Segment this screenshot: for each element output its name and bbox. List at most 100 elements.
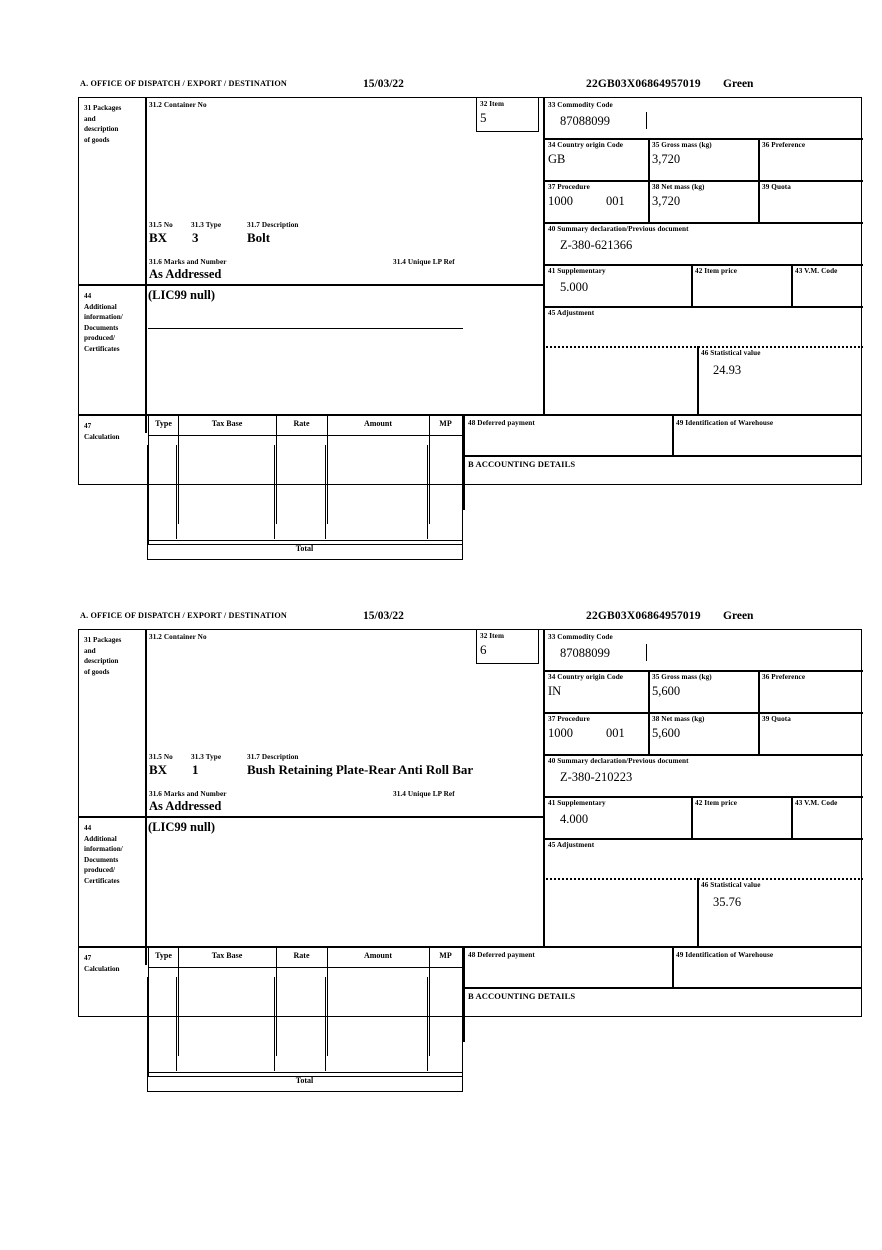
- box-35-gross-mass-value: 3,720: [652, 152, 681, 166]
- box-41-42-divider-2: [691, 796, 693, 838]
- calc-header-tax-base: Tax Base: [211, 419, 243, 428]
- box-45-46-dotted-region: [543, 346, 863, 414]
- form-body: 31 Packages and description of goods 31.…: [78, 97, 863, 545]
- box-49-warehouse-label-2: 49 Identification of Warehouse: [676, 951, 774, 959]
- box-35-gross-mass-label-2: 35 Gross mass (kg): [652, 673, 712, 681]
- box-45-adjustment-label: 45 Adjustment: [548, 309, 595, 317]
- box-46-left-divider-2: [697, 878, 699, 946]
- box-37-bottom-divider-2: [543, 754, 863, 756]
- box-34-bottom-divider: [543, 180, 863, 182]
- box-33-commodity-code-label-2: 33 Commodity Code: [548, 633, 613, 641]
- form-header-2: A. OFFICE OF DISPATCH / EXPORT / DESTINA…: [78, 610, 862, 629]
- box-44-label-2: 44 Additional information/ Documents pro…: [81, 820, 150, 886]
- box-31-7-description-label: 31.7 Description: [247, 221, 299, 229]
- box-32-item: 32 Item 5: [476, 98, 539, 132]
- calc-total-divider-placeholder: [148, 328, 463, 330]
- declaration-copy-colour: Green: [723, 78, 754, 90]
- box-37-procedure-value-2: 1000: [548, 726, 573, 740]
- calc-header-tax-base-2: Tax Base: [211, 951, 243, 960]
- box-44-label-line-1: 44: [84, 292, 92, 300]
- right-panel-divider: [543, 98, 545, 414]
- box-40-previous-document-label-2: 40 Summary declaration/Previous document: [548, 757, 689, 765]
- box-41-supplementary-value: 5.000: [560, 280, 589, 294]
- calc-row-divider-2-4: [427, 977, 429, 1071]
- calc-col-divider-2-3: [327, 948, 329, 1056]
- calc-row-divider-1-3: [325, 445, 327, 539]
- declaration-copy-colour-2: Green: [723, 610, 754, 622]
- box-48-bottom-divider-2: [463, 987, 861, 989]
- box-43-vm-code-label-2: 43 V.M. Code: [795, 799, 838, 807]
- box-44-label-line-3: information/: [84, 313, 123, 321]
- box-42-43-divider-2: [791, 796, 793, 838]
- box-31-bottom-divider-2: [79, 816, 543, 818]
- right-panel-divider-2: [543, 630, 545, 946]
- box-47-label-line-1: 47: [84, 422, 92, 430]
- box-31-label-2-line-4: of goods: [84, 667, 110, 676]
- box-33-commodity-code-value-2: 87088099: [560, 646, 610, 660]
- box-31-2-container-no-label: 31.2 Container No: [149, 101, 207, 109]
- box-47-top-divider: [79, 414, 861, 416]
- calc-rows-body-1: [147, 445, 463, 541]
- box-38-net-mass-value-2: 5,600: [652, 726, 681, 740]
- calc-header-divider-2: [149, 967, 462, 969]
- box-35-36-divider-2: [758, 670, 760, 712]
- box-48-49-divider-2: [672, 947, 674, 987]
- box-31-label-2: 31 Packages and description of goods: [81, 632, 150, 677]
- calc-header-mp: MP: [439, 419, 452, 428]
- box-49-warehouse-label: 49 Identification of Warehouse: [676, 419, 774, 427]
- office-of-dispatch-label-2: A. OFFICE OF DISPATCH / EXPORT / DESTINA…: [80, 611, 287, 620]
- box-34-country-origin-label-2: 34 Country origin Code: [548, 673, 624, 681]
- box-35-gross-mass-label: 35 Gross mass (kg): [652, 141, 712, 149]
- box-31-3-type-label-2: 31.3 Type: [191, 753, 222, 761]
- box-47-top-divider-2: [79, 946, 861, 948]
- box-44-label-2-line-1: 44: [84, 824, 92, 832]
- box-33-inner-tick-2: [646, 644, 648, 661]
- calc-col-divider-2-2: [276, 948, 278, 1056]
- box-42-item-price-label-2: 42 Item price: [695, 799, 738, 807]
- box-31-3-type-value-2: 1: [192, 762, 199, 777]
- box-31-label-line-3: description: [84, 125, 119, 133]
- box-40-bottom-divider-2: [543, 796, 863, 798]
- box-38-39-divider: [758, 180, 760, 222]
- calc-header-rate: Rate: [293, 419, 310, 428]
- box-48-bottom-divider: [463, 455, 861, 457]
- box-38-net-mass-value: 3,720: [652, 194, 681, 208]
- box-42-43-divider: [791, 264, 793, 306]
- calc-col-divider-4: [429, 416, 431, 524]
- box-31-5-no-label: 31.5 No: [149, 221, 173, 229]
- declaration-form-item-6: A. OFFICE OF DISPATCH / EXPORT / DESTINA…: [78, 610, 863, 1077]
- calc-col-divider-2: [276, 416, 278, 524]
- calc-col-divider-2-4: [429, 948, 431, 1056]
- box-38-39-divider-2: [758, 712, 760, 754]
- label-column-divider-2: [145, 630, 147, 965]
- box-32-item-value: 5: [480, 110, 487, 125]
- box-31-7-description-value: Bolt: [247, 230, 271, 245]
- calc-rows-body-2: [147, 977, 463, 1073]
- box-31-label: 31 Packages and description of goods: [81, 100, 150, 145]
- box-34-country-origin-value-2: IN: [548, 684, 562, 698]
- box-31-4-unique-lp-ref-label-2: 31.4 Unique LP Ref: [393, 790, 455, 798]
- box-47-label-2-line-1: 47: [84, 954, 92, 962]
- calc-col-divider-1: [178, 416, 180, 524]
- box-45-46-dotted-region-2: [543, 878, 863, 946]
- calc-col-divider-2-1: [178, 948, 180, 1056]
- box-31-label-line-1: 31 Packages: [84, 104, 122, 112]
- box-31-label-2-line-1: 31 Packages: [84, 636, 122, 644]
- box-34-35-divider: [648, 138, 650, 180]
- box-41-supplementary-value-2: 4.000: [560, 812, 589, 826]
- calc-header-mp-2: MP: [439, 951, 452, 960]
- box-31-label-2-line-2: and: [84, 646, 96, 655]
- box-36-preference-label-2: 36 Preference: [762, 673, 806, 681]
- box-48-deferred-payment-label: 48 Deferred payment: [468, 419, 535, 427]
- box-31-6-marks-value-2: As Addressed: [149, 799, 222, 813]
- calc-header-type: Type: [155, 419, 172, 428]
- calc-right-divider-2: [463, 947, 465, 1042]
- box-37-procedure-additional-value-2: 001: [606, 726, 625, 740]
- box-35-36-divider: [758, 138, 760, 180]
- box-37-bottom-divider: [543, 222, 863, 224]
- box-31-7-description-label-2: 31.7 Description: [247, 753, 299, 761]
- box-44-label-line-2: Additional: [84, 302, 117, 311]
- box-32-item-label-2: 32 Item: [480, 632, 505, 640]
- box-37-38-divider-2: [648, 712, 650, 754]
